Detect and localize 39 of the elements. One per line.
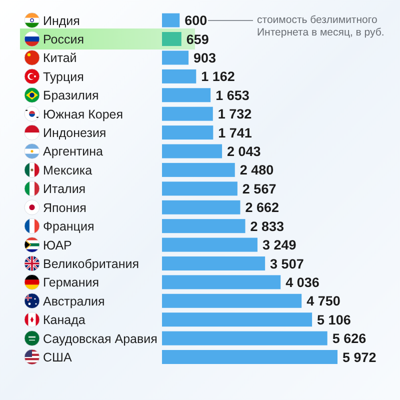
- y-tick-label: Канада: [43, 313, 86, 328]
- y-tick-label: Великобритания: [43, 256, 139, 271]
- y-tick-label: Индонезия: [43, 126, 106, 140]
- data-label: 1 162: [201, 69, 235, 84]
- data-label: 1 653: [216, 88, 250, 103]
- y-tick-label: Бразилия: [43, 88, 99, 103]
- data-label: 2 567: [242, 181, 276, 196]
- y-tick-label: Китай: [43, 51, 77, 66]
- data-label: 4 750: [306, 294, 340, 309]
- data-label: 2 043: [227, 144, 262, 160]
- y-tick-label: ЮАР: [43, 238, 72, 252]
- data-label: 3 507: [270, 256, 304, 272]
- data-label: 5 626: [332, 331, 367, 346]
- y-tick-label: Австралия: [43, 294, 105, 308]
- y-tick-label: Япония: [43, 200, 86, 215]
- data-label: 1 732: [218, 106, 252, 122]
- y-tick-label: Аргентина: [43, 144, 104, 159]
- y-tick-label: Франция: [43, 220, 94, 234]
- data-label: 5 106: [317, 312, 352, 328]
- data-label: 2 480: [240, 162, 274, 178]
- data-label: 659: [186, 32, 209, 47]
- y-tick-label: Мексика: [43, 163, 92, 178]
- y-tick-label: Россия: [43, 32, 84, 47]
- data-label: 1 741: [218, 125, 252, 140]
- data-label: 3 249: [262, 238, 296, 253]
- data-label: 2 662: [245, 200, 280, 216]
- y-tick-label: Индия: [43, 14, 80, 28]
- y-tick-label: Турция: [43, 70, 84, 84]
- y-tick-label: Италия: [43, 182, 86, 196]
- annotation: стоимость безлимитного Интернета в месяц, в руб.: [257, 14, 384, 39]
- data-label: 903: [194, 50, 217, 66]
- y-tick-label: США: [43, 350, 72, 364]
- y-tick-label: Южная Корея: [43, 107, 123, 122]
- data-label: 600: [184, 13, 208, 28]
- data-label: 4 036: [286, 274, 320, 290]
- y-tick-label: Саудовская Аравия: [43, 332, 158, 346]
- y-tick-label: Германия: [43, 276, 100, 290]
- data-label: 2 833: [250, 218, 285, 234]
- data-label: 5 972: [342, 350, 376, 365]
